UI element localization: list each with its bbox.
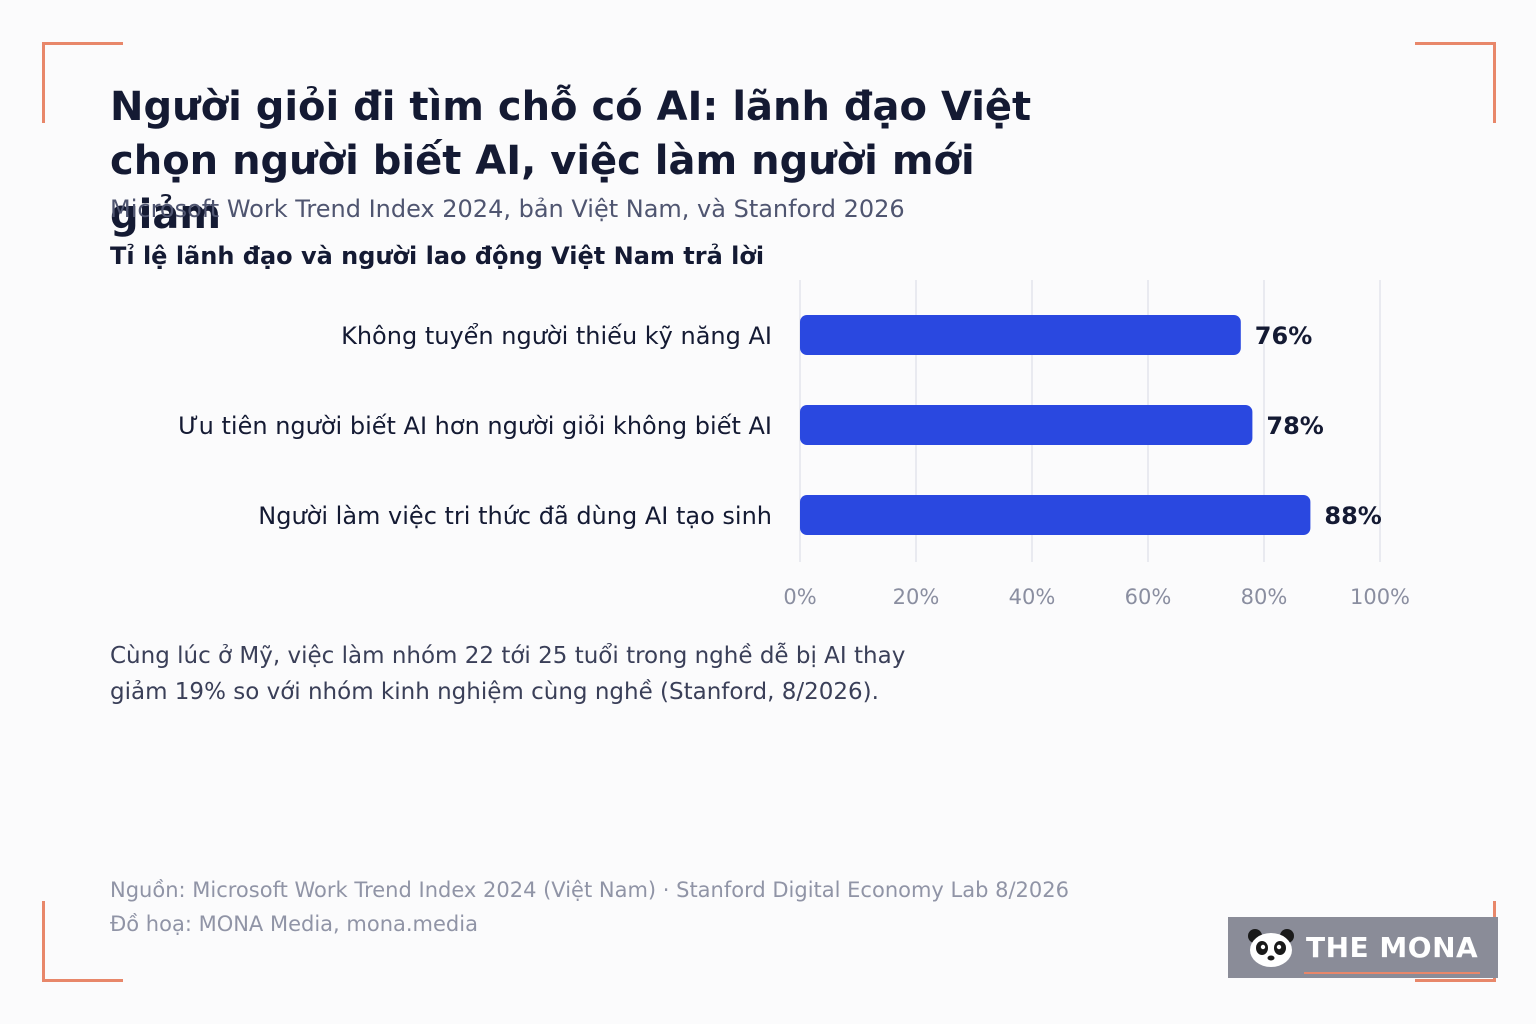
- page-title: Người giỏi đi tìm chỗ có AI: lãnh đạo Vi…: [110, 80, 1090, 242]
- data-label: 78%: [1266, 412, 1323, 440]
- page-title-line-2: chọn người biết AI, việc làm người mới g…: [110, 138, 975, 238]
- x-tick-label: 0%: [783, 585, 816, 609]
- bar: [800, 495, 1311, 535]
- category-label: Ưu tiên người biết AI hơn người giỏi khô…: [178, 412, 772, 440]
- brand-underline: [1304, 972, 1480, 974]
- panda-icon: [1248, 928, 1294, 967]
- source-credits: Nguồn: Microsoft Work Trend Index 2024 (…: [110, 873, 1069, 941]
- bar: [800, 315, 1241, 355]
- source-line: Nguồn: Microsoft Work Trend Index 2024 (…: [110, 878, 1069, 902]
- corner-frame-top-right: [1415, 42, 1496, 123]
- x-tick-label: 60%: [1125, 585, 1172, 609]
- credit-line: Đồ hoạ: MONA Media, mona.media: [110, 912, 478, 936]
- corner-frame-top-left: [42, 42, 123, 123]
- bar-chart: 0% 20% 40% 60% 80% 100% Không tuyển người thiế…: [178, 280, 1410, 609]
- x-tick-label: 20%: [893, 585, 940, 609]
- category-label: Người làm việc tri thức đã dùng AI tạo s…: [258, 502, 772, 530]
- chart-title: Tỉ lệ lãnh đạo và người lao động Việt Na…: [110, 242, 765, 270]
- category-label: Không tuyển người thiếu kỹ năng AI: [341, 322, 772, 350]
- page-title-line-1: Người giỏi đi tìm chỗ có AI: lãnh đạo Vi…: [110, 84, 1032, 130]
- footnote-text: Cùng lúc ở Mỹ, việc làm nhóm 22 tới 25 t…: [110, 643, 906, 705]
- brand-name: THE MONA: [1306, 931, 1479, 964]
- x-tick-label: 100%: [1350, 585, 1410, 609]
- data-label: 76%: [1255, 322, 1312, 350]
- x-tick-label: 40%: [1009, 585, 1056, 609]
- x-tick-label: 80%: [1241, 585, 1288, 609]
- data-label: 88%: [1324, 502, 1381, 530]
- corner-frame-bottom-left: [42, 901, 123, 982]
- bar: [800, 405, 1253, 445]
- page-subtitle: Microsoft Work Trend Index 2024, bản Việ…: [110, 195, 905, 223]
- brand-logo: THE MONA: [1228, 917, 1498, 978]
